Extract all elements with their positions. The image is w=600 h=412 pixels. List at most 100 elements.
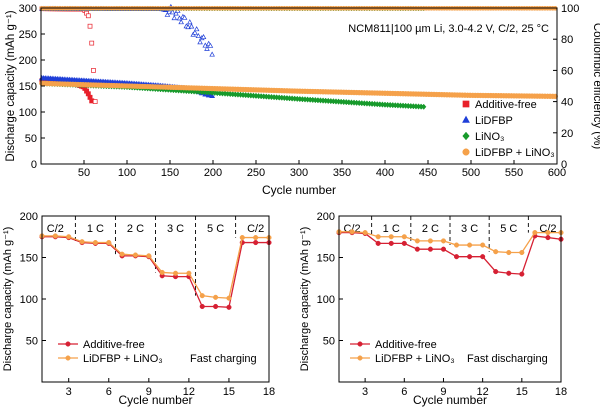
x-axis-label: Cycle number [118, 393, 192, 407]
y2-tick-label: 40 [561, 97, 573, 109]
y-tick-label: 300 [19, 3, 37, 15]
bottom_left-panel: C/2 1 C 2 C 3 C 5 C C/2 3 6 9 12 15 18 50 100 150 200 Cy… [2, 211, 275, 407]
top-panel: 50 100 150 200 250 300 350 400 450 500 550 60005010… [5, 3, 600, 197]
data-point [172, 270, 179, 276]
x-tick-label: 150 [161, 167, 179, 179]
efficiency-point [192, 29, 198, 35]
data-point [375, 234, 381, 240]
x-axis-label: Cycle number [262, 183, 336, 197]
condition-annotation: NCM811|100 µm Li, 3.0-4.2 V, C/2, 25 °C [348, 23, 549, 35]
y-tick-label: 200 [19, 55, 37, 67]
efficiency-point [87, 23, 93, 29]
x-axis-label: Cycle number [413, 393, 487, 407]
efficiency-point [207, 42, 214, 48]
efficiency-point [200, 33, 207, 40]
legend-marker [357, 355, 363, 361]
rate-label: 5 C [500, 223, 517, 235]
data-point [480, 254, 486, 260]
efficiency-point [188, 23, 195, 29]
y2-tick-label: 80 [561, 34, 573, 46]
series-0 [336, 230, 564, 277]
data-point [453, 242, 460, 248]
data-point [427, 246, 433, 252]
y-tick-label: 150 [19, 81, 37, 93]
legend: Additive-free LiDFBP + LiNO₃ [350, 339, 455, 365]
y2-tick-label: 0 [561, 159, 567, 171]
data-point [375, 240, 381, 246]
y-tick-label: 150 [20, 253, 38, 265]
efficiency-point [92, 99, 98, 104]
legend-label: LiDFBP + LiNO₃ [475, 147, 555, 159]
x-tick-label: 12 [477, 386, 489, 398]
legend-marker [462, 131, 470, 141]
legend-label: LiDFBP + LiNO₃ [83, 353, 163, 365]
efficiency-point [197, 39, 203, 45]
data-point [401, 240, 407, 246]
y2-axis-label: Coulombic efficiency (%) [591, 23, 600, 150]
x-tick-label: 12 [183, 386, 195, 398]
x-tick-label: 9 [440, 386, 446, 398]
legend-label: Additive-free [375, 339, 437, 351]
data-point [253, 235, 259, 241]
data-point [401, 234, 407, 240]
data-point [440, 246, 447, 252]
y2-tick-label: 20 [561, 128, 573, 140]
x-tick-label: 450 [419, 167, 437, 179]
data-point [79, 239, 85, 245]
data-point [52, 233, 58, 239]
efficiency-point [173, 10, 179, 16]
data-point [545, 235, 551, 241]
x-tick-label: 350 [333, 167, 351, 179]
efficiency-point [85, 13, 91, 19]
panel-annotation: Fast discharging [467, 353, 548, 365]
legend-marker [462, 148, 470, 156]
data-point [146, 253, 152, 259]
capacity-point [421, 103, 427, 110]
efficiency-point [166, 9, 172, 15]
legend-label: Additive-free [475, 99, 537, 111]
x-tick-label: 100 [118, 167, 136, 179]
data-point [362, 230, 368, 236]
series-line [339, 231, 562, 275]
data-point [253, 240, 259, 246]
y-tick-label: 50 [25, 133, 37, 145]
legend-marker [65, 341, 71, 347]
efficiency-point [89, 40, 95, 46]
x-tick-label: 300 [290, 167, 308, 179]
legend-label: Additive-free [83, 339, 145, 351]
x-tick-label: 3 [362, 386, 368, 398]
data-point [106, 240, 112, 246]
legend-label: LiDFBP [475, 115, 513, 127]
y-tick-label: 200 [20, 211, 38, 223]
y-axis-label: Discharge capacity (mAh g⁻¹) [299, 227, 311, 372]
efficiency-point [193, 26, 200, 32]
x-tick-label: 250 [247, 167, 265, 179]
y2-tick-label: 100 [561, 3, 579, 15]
data-point [132, 252, 139, 258]
data-point [119, 251, 125, 257]
capacity-point [552, 93, 558, 100]
efficiency-point [164, 11, 171, 17]
rate-label: 1 C [87, 223, 104, 235]
data-point [467, 254, 473, 260]
y-tick-label: 0 [31, 159, 37, 171]
panel-annotation: Fast charging [190, 353, 257, 365]
y-tick-label: 150 [317, 253, 335, 265]
data-point [427, 238, 433, 244]
data-point [493, 249, 499, 255]
data-point [493, 269, 499, 275]
efficiency-point [169, 9, 176, 15]
x-tick-label: 550 [505, 167, 523, 179]
data-point [159, 269, 165, 276]
x-tick-label: 500 [462, 167, 480, 179]
y-tick-label: 50 [26, 336, 38, 348]
y-axis-label: Discharge capacity (mAh g⁻¹) [2, 227, 14, 372]
y-tick-label: 200 [317, 211, 335, 223]
data-point [532, 230, 538, 236]
data-point [467, 242, 473, 248]
y-tick-label: 100 [317, 294, 335, 306]
series-3 [39, 5, 558, 100]
rate-label: 5 C [207, 223, 224, 235]
series-0 [39, 6, 98, 104]
